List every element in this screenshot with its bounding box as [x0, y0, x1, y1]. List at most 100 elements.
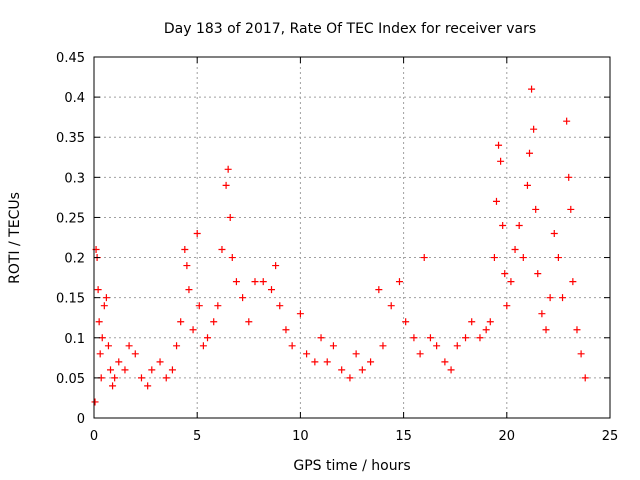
- data-point: [416, 350, 424, 358]
- data-point: [503, 302, 511, 310]
- x-axis-title: GPS time / hours: [293, 458, 410, 474]
- data-point: [569, 278, 577, 286]
- data-point: [125, 342, 133, 350]
- data-point: [358, 366, 366, 374]
- y-tick-label: 0.4: [64, 91, 85, 106]
- data-point: [91, 398, 99, 406]
- data-point: [567, 205, 575, 213]
- data-point: [542, 326, 550, 334]
- data-point: [367, 358, 375, 366]
- data-point: [338, 366, 346, 374]
- data-point: [156, 358, 164, 366]
- data-point: [352, 350, 360, 358]
- data-point: [499, 221, 507, 229]
- data-point: [550, 229, 558, 237]
- data-point: [559, 294, 567, 302]
- data-point: [239, 294, 247, 302]
- data-point: [228, 254, 236, 262]
- data-point: [395, 278, 403, 286]
- data-point: [410, 334, 418, 342]
- grid-lines: [94, 57, 610, 418]
- data-point: [317, 334, 325, 342]
- y-tick-label: 0.05: [56, 372, 85, 387]
- data-point: [137, 374, 145, 382]
- x-tick-label: 10: [292, 429, 309, 444]
- data-point: [115, 358, 123, 366]
- data-point: [329, 342, 337, 350]
- data-point: [245, 318, 253, 326]
- data-point: [303, 350, 311, 358]
- data-point: [511, 246, 519, 254]
- data-point: [526, 149, 534, 157]
- data-point: [402, 318, 410, 326]
- data-point: [495, 141, 503, 149]
- data-point: [296, 310, 304, 318]
- y-tick-label: 0.45: [56, 51, 85, 66]
- data-point: [282, 326, 290, 334]
- data-point: [447, 366, 455, 374]
- data-point: [554, 254, 562, 262]
- data-point: [563, 117, 571, 125]
- x-axis-ticks: 0 5 10 15 20 25: [90, 57, 618, 444]
- data-point: [210, 318, 218, 326]
- data-point: [224, 165, 232, 173]
- data-point: [323, 358, 331, 366]
- data-point: [577, 350, 585, 358]
- y-tick-label: 0.25: [56, 211, 85, 226]
- y-tick-label: 0.2: [64, 252, 85, 267]
- data-point: [565, 173, 573, 181]
- data-point: [204, 334, 212, 342]
- y-axis-ticks: 0 0.05 0.1 0.15 0.2 0.25 0.3 0.35 0.4 0.45: [56, 51, 610, 427]
- data-point: [497, 157, 505, 165]
- data-point: [530, 125, 538, 133]
- data-point: [111, 374, 119, 382]
- data-point: [173, 342, 181, 350]
- data-point: [507, 278, 515, 286]
- data-point: [95, 318, 103, 326]
- data-point: [218, 246, 226, 254]
- y-tick-label: 0.1: [64, 332, 85, 347]
- data-point: [375, 286, 383, 294]
- data-point: [468, 318, 476, 326]
- data-point: [276, 302, 284, 310]
- data-point: [168, 366, 176, 374]
- data-point: [100, 302, 108, 310]
- data-point: [232, 278, 240, 286]
- data-point: [222, 181, 230, 189]
- data-points: [91, 85, 589, 406]
- data-point: [581, 374, 589, 382]
- data-point: [102, 294, 110, 302]
- data-point: [121, 366, 129, 374]
- y-axis-title: ROTI / TECUs: [7, 192, 23, 284]
- x-tick-label: 20: [499, 429, 516, 444]
- y-tick-label: 0.15: [56, 292, 85, 307]
- data-point: [573, 326, 581, 334]
- data-point: [162, 374, 170, 382]
- data-point: [259, 278, 267, 286]
- data-point: [177, 318, 185, 326]
- y-tick-label: 0: [77, 412, 85, 427]
- data-point: [185, 286, 193, 294]
- data-point: [501, 270, 509, 278]
- data-point: [420, 254, 428, 262]
- x-tick-label: 5: [193, 429, 201, 444]
- data-point: [387, 302, 395, 310]
- data-point: [195, 302, 203, 310]
- data-point: [453, 342, 461, 350]
- plot-frame: [93, 56, 611, 419]
- chart-title: Day 183 of 2017, Rate Of TEC Index for r…: [164, 21, 536, 37]
- data-point: [462, 334, 470, 342]
- data-point: [131, 350, 139, 358]
- data-point: [144, 382, 152, 390]
- data-point: [486, 318, 494, 326]
- data-point: [189, 326, 197, 334]
- data-point: [515, 221, 523, 229]
- data-point: [109, 382, 117, 390]
- y-tick-label: 0.35: [56, 131, 85, 146]
- data-point: [476, 334, 484, 342]
- data-point: [94, 286, 102, 294]
- data-point: [183, 262, 191, 270]
- data-point: [534, 270, 542, 278]
- data-point: [346, 374, 354, 382]
- data-point: [104, 342, 112, 350]
